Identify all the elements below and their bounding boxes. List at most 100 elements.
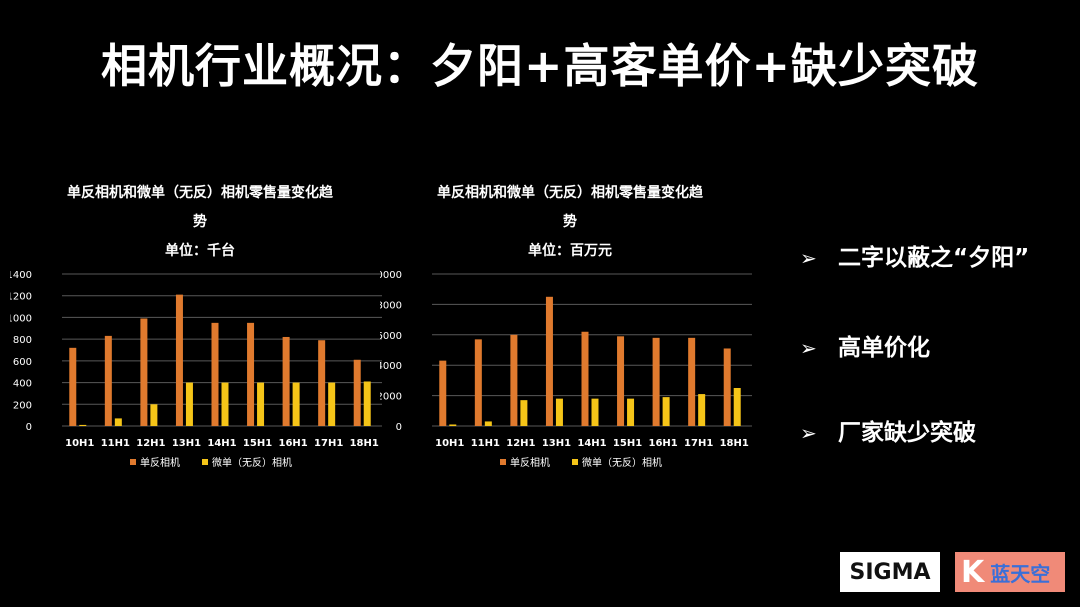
x-tick-label: 12H1 xyxy=(136,438,165,449)
y-tick-label: 0 xyxy=(396,422,402,433)
bar-mirrorless xyxy=(79,424,87,426)
bar-dslr xyxy=(581,331,589,426)
y-tick-label: 800 xyxy=(13,335,32,346)
bar-dslr xyxy=(510,334,518,426)
bar-dslr xyxy=(282,336,290,426)
x-tick-label: 14H1 xyxy=(577,438,606,449)
chart-title: 单反相机和微单（无反）相机零售量变化趋 xyxy=(67,185,333,201)
bar-mirrorless xyxy=(698,394,706,426)
bar-mirrorless xyxy=(449,424,457,426)
legend-label: 单反相机 xyxy=(140,456,180,469)
bar-dslr xyxy=(545,296,553,426)
bar-dslr xyxy=(617,336,625,426)
sigma-logo: SIGMA xyxy=(840,552,940,592)
chart-unit: 单位：千台 xyxy=(165,243,235,259)
y-tick-label: 10000 xyxy=(380,270,402,281)
bullet-text: 高单价化 xyxy=(838,335,930,361)
bar-mirrorless xyxy=(363,381,371,426)
bar-dslr xyxy=(104,335,112,426)
bar-mirrorless xyxy=(591,398,599,426)
y-tick-label: 2000 xyxy=(380,392,402,403)
bar-dslr xyxy=(439,360,447,426)
chart-unit: 单位：百万元 xyxy=(528,243,612,259)
bar-mirrorless xyxy=(627,398,635,426)
bar-mirrorless xyxy=(114,418,122,426)
legend-label: 微单（无反）相机 xyxy=(582,456,662,469)
k-logo-icon: K xyxy=(961,554,985,590)
bullet-item: ➢ 厂家缺少突破 xyxy=(800,413,976,447)
bar-mirrorless xyxy=(292,382,300,426)
x-tick-label: 11H1 xyxy=(471,438,500,449)
y-tick-label: 1400 xyxy=(10,270,32,281)
x-tick-label: 11H1 xyxy=(101,438,130,449)
legend-label: 单反相机 xyxy=(510,456,550,469)
y-tick-label: 6000 xyxy=(380,331,402,342)
bar-mirrorless xyxy=(484,421,492,426)
y-tick-label: 400 xyxy=(13,379,32,390)
bullet-item: ➢ 二字以蔽之“夕阳” xyxy=(800,238,1029,272)
x-tick-label: 14H1 xyxy=(207,438,236,449)
bar-dslr xyxy=(652,337,660,426)
x-tick-label: 13H1 xyxy=(542,438,571,449)
y-tick-label: 1200 xyxy=(10,292,32,303)
chart-retail-volume: 单反相机和微单（无反）相机零售量变化趋 势 单位：千台 0 200 400 600 80… xyxy=(10,178,390,478)
y-tick-label: 1000 xyxy=(10,313,32,324)
bar-mirrorless xyxy=(257,382,265,426)
brand-logo: K 蓝天空 xyxy=(955,552,1065,592)
bar-dslr xyxy=(140,318,148,426)
brand-logo-text: 蓝天空 xyxy=(990,561,1051,586)
arrow-bullet-icon: ➢ xyxy=(800,246,817,270)
chart-title-cont: 势 xyxy=(193,214,207,230)
bar-dslr xyxy=(723,348,731,426)
chart-svg: 0 200 400 600 800 1000 1200 1400 10H1 11H1 12H1 13H… xyxy=(10,270,382,469)
bar-mirrorless xyxy=(520,400,528,426)
bullet-text: 厂家缺少突破 xyxy=(838,420,976,446)
y-tick-label: 0 xyxy=(26,422,32,433)
slide-title: 相机行业概况：夕阳+高客单价+缺少突破 xyxy=(100,39,980,93)
y-tick-label: 600 xyxy=(13,357,32,368)
bar-mirrorless xyxy=(185,382,193,426)
bar-dslr xyxy=(318,340,326,426)
bar-dslr xyxy=(175,294,183,426)
arrow-bullet-icon: ➢ xyxy=(800,421,817,445)
chart-title-cont: 势 xyxy=(563,214,577,230)
x-tick-label: 13H1 xyxy=(172,438,201,449)
x-tick-label: 16H1 xyxy=(278,438,307,449)
bar-dslr xyxy=(69,347,77,426)
y-tick-label: 4000 xyxy=(380,361,402,372)
chart-title: 单反相机和微单（无反）相机零售量变化趋 xyxy=(437,185,703,201)
legend-swatch xyxy=(500,459,506,465)
arrow-bullet-icon: ➢ xyxy=(800,336,817,360)
x-tick-label: 17H1 xyxy=(684,438,713,449)
legend-swatch xyxy=(572,459,578,465)
bullet-item: ➢ 高单价化 xyxy=(800,328,930,362)
x-tick-label: 15H1 xyxy=(243,438,272,449)
bar-dslr xyxy=(474,339,482,426)
bar-mirrorless xyxy=(733,388,741,426)
x-tick-label: 10H1 xyxy=(65,438,94,449)
x-tick-label: 10H1 xyxy=(435,438,464,449)
legend-label: 微单（无反）相机 xyxy=(212,456,292,469)
bar-mirrorless xyxy=(555,398,563,426)
bar-dslr xyxy=(688,337,696,426)
chart-retail-value: 单反相机和微单（无反）相机零售量变化趋 势 单位：百万元 0 2000 4000 60… xyxy=(380,178,760,478)
x-tick-label: 18H1 xyxy=(720,438,749,449)
bullet-text: 二字以蔽之“夕阳” xyxy=(838,245,1030,271)
x-tick-label: 18H1 xyxy=(350,438,379,449)
x-tick-label: 17H1 xyxy=(314,438,343,449)
bar-mirrorless xyxy=(328,382,336,426)
x-tick-label: 12H1 xyxy=(506,438,535,449)
bar-dslr xyxy=(247,322,255,426)
bar-dslr xyxy=(211,322,219,426)
x-tick-label: 15H1 xyxy=(613,438,642,449)
bar-dslr xyxy=(353,359,361,426)
legend-swatch xyxy=(130,459,136,465)
x-tick-label: 16H1 xyxy=(648,438,677,449)
y-tick-label: 200 xyxy=(13,400,32,411)
bar-mirrorless xyxy=(221,382,229,426)
bar-mirrorless xyxy=(150,404,158,426)
legend-swatch xyxy=(202,459,208,465)
bar-mirrorless xyxy=(662,397,670,426)
